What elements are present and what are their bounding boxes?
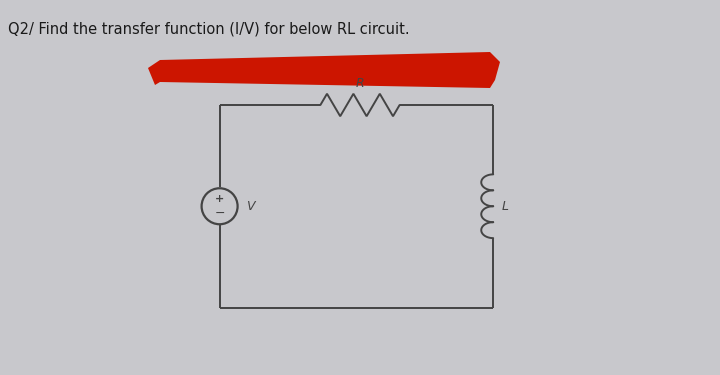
Text: −: − bbox=[215, 207, 225, 220]
Text: +: + bbox=[215, 194, 224, 204]
Polygon shape bbox=[148, 52, 500, 88]
Text: L: L bbox=[501, 200, 508, 213]
Text: V: V bbox=[246, 200, 254, 213]
Text: Q2/ Find the transfer function (I/V) for below RL circuit.: Q2/ Find the transfer function (I/V) for… bbox=[8, 22, 410, 37]
Text: R: R bbox=[356, 77, 364, 90]
